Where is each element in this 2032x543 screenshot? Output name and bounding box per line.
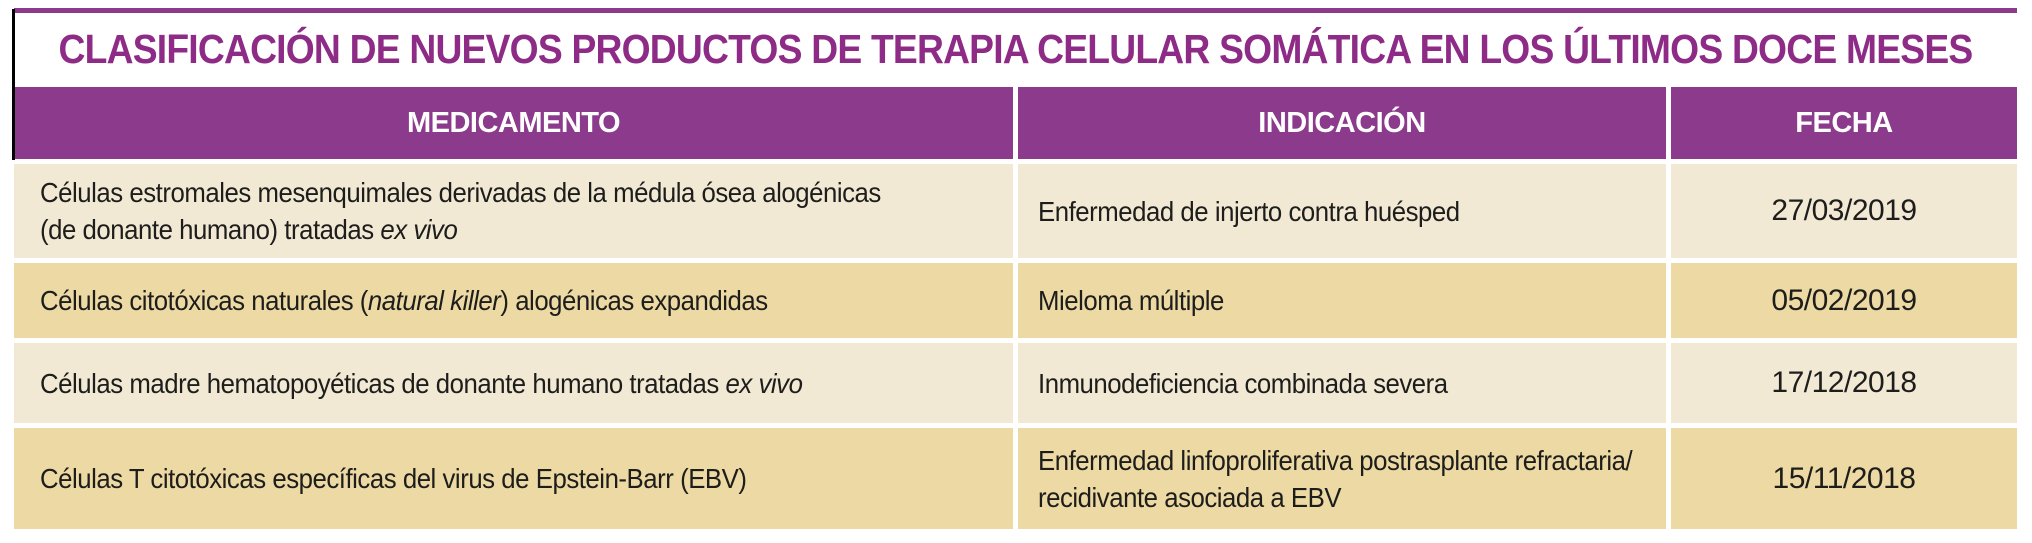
- cell-indicacion: Enfermedad de injerto contra huésped: [1018, 164, 1666, 258]
- left-border-rule: [12, 9, 15, 160]
- cell-indicacion: Mieloma múltiple: [1018, 263, 1666, 338]
- cell-indicacion: Enfermedad linfoproliferativa postraspla…: [1018, 428, 1666, 529]
- column-header-fecha: FECHA: [1671, 87, 2017, 159]
- top-border-rule: [14, 8, 2017, 13]
- cell-fecha: 27/03/2019: [1671, 164, 2017, 258]
- table-grid: MEDICAMENTO INDICACIÓN FECHA Células est…: [14, 87, 2017, 529]
- title-band: CLASIFICACIÓN DE NUEVOS PRODUCTOS DE TER…: [14, 13, 2017, 87]
- table-title: CLASIFICACIÓN DE NUEVOS PRODUCTOS DE TER…: [58, 26, 1974, 73]
- table-card: CLASIFICACIÓN DE NUEVOS PRODUCTOS DE TER…: [12, 8, 2017, 529]
- cell-indicacion: Inmunodeficiencia combinada severa: [1018, 343, 1666, 423]
- cell-medicamento: Células estromales mesenquimales derivad…: [14, 164, 1013, 258]
- cell-medicamento: Células T citotóxicas específicas del vi…: [14, 428, 1013, 529]
- cell-medicamento: Células madre hematopoyéticas de donante…: [14, 343, 1013, 423]
- column-header-indicacion: INDICACIÓN: [1018, 87, 1666, 159]
- cell-fecha: 05/02/2019: [1671, 263, 2017, 338]
- cell-fecha: 15/11/2018: [1671, 428, 2017, 529]
- column-header-medicamento: MEDICAMENTO: [14, 87, 1013, 159]
- cell-medicamento: Células citotóxicas naturales (natural k…: [14, 263, 1013, 338]
- cell-fecha: 17/12/2018: [1671, 343, 2017, 423]
